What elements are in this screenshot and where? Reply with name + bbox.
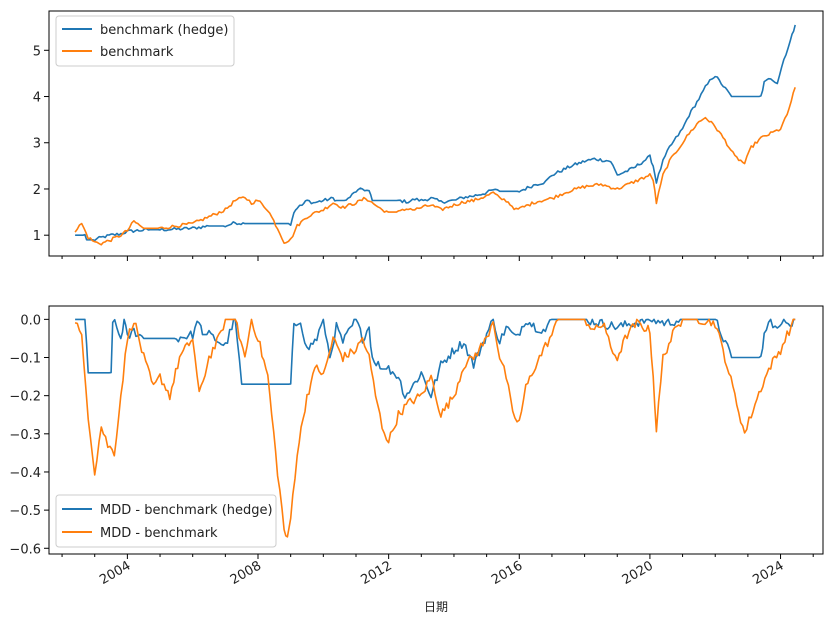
top-axes-frame bbox=[48, 10, 824, 257]
top-x-ticks bbox=[61, 256, 814, 261]
top-legend-label-hedge: benchmark (hedge) bbox=[100, 23, 228, 38]
bottom-axes-frame bbox=[48, 305, 824, 555]
bottom-ytick-label: −0.3 bbox=[9, 428, 41, 443]
bottom-ytick-label: −0.1 bbox=[9, 352, 41, 367]
bottom-legend-box bbox=[55, 494, 277, 548]
x-axis-label: 日期 bbox=[424, 600, 448, 614]
top-legend-label-bench: benchmark bbox=[100, 45, 174, 60]
top-ytick-label: 1 bbox=[33, 229, 41, 244]
bottom-series-line-bench bbox=[74, 318, 796, 538]
top-y-ticks: 1 2 3 4 5 bbox=[33, 44, 49, 244]
bottom-ytick-label: 0.0 bbox=[20, 313, 41, 328]
top-series-line-hedge bbox=[75, 24, 796, 242]
top-ytick-label: 2 bbox=[33, 183, 41, 198]
bottom-series-line-hedge bbox=[75, 318, 796, 399]
bottom-legend-label-hedge: MDD - benchmark (hedge) bbox=[100, 503, 273, 518]
top-series-layer bbox=[74, 24, 796, 246]
bottom-series-layer bbox=[74, 318, 796, 538]
top-ytick-label: 4 bbox=[33, 91, 41, 106]
top-panel: 1 2 3 4 5 benchmark (hedge) benchmark bbox=[33, 10, 824, 261]
top-legend: benchmark (hedge) benchmark bbox=[55, 15, 235, 67]
bottom-y-ticks: 0.0 −0.1 −0.2 −0.3 −0.4 −0.5 −0.6 bbox=[9, 313, 49, 557]
top-ytick-label: 5 bbox=[33, 44, 41, 59]
top-series-line-bench bbox=[74, 87, 796, 246]
bottom-ytick-label: −0.6 bbox=[9, 542, 41, 557]
bottom-ytick-label: −0.2 bbox=[9, 390, 41, 405]
bottom-ytick-label: −0.5 bbox=[9, 504, 41, 519]
bottom-ytick-label: −0.4 bbox=[9, 466, 41, 481]
top-legend-box bbox=[55, 15, 235, 67]
bottom-legend: MDD - benchmark (hedge) MDD - benchmark bbox=[55, 494, 277, 548]
top-ytick-label: 3 bbox=[33, 137, 41, 152]
bottom-legend-label-bench: MDD - benchmark bbox=[100, 526, 218, 541]
